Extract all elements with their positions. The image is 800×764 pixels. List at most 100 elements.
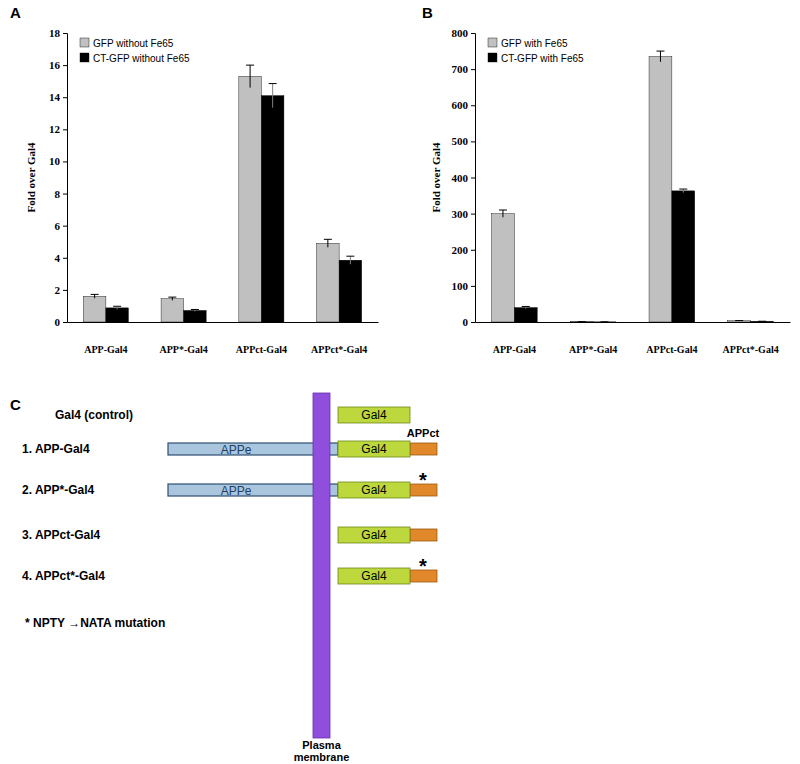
error-bar-stem <box>327 239 328 247</box>
construct-label: 3. APPct-Gal4 <box>22 528 101 542</box>
legend-item: CT-GFP with Fe65 <box>488 53 584 64</box>
tick-label: 4 <box>55 252 61 264</box>
panel-label: A <box>10 4 21 21</box>
tick-label: 300 <box>452 208 469 220</box>
tick-label: APPct-Gal4 <box>236 344 287 355</box>
error-bar <box>499 210 507 217</box>
tick-mark <box>471 322 475 323</box>
error-bar-cap <box>246 65 254 66</box>
axis-title: Fold over Gal4 <box>430 142 442 213</box>
error-bar-stem <box>250 65 251 87</box>
error-bar <box>91 294 99 298</box>
error-bar-cap <box>758 321 766 322</box>
panel-label: C <box>10 396 21 413</box>
bar <box>261 96 284 322</box>
gal4-box <box>338 568 410 584</box>
bar <box>339 260 362 322</box>
legend: GFP with Fe65 CT-GFP with Fe65 <box>488 38 584 64</box>
tick-mark <box>63 97 67 98</box>
tick: 800 <box>452 27 476 39</box>
error-bar-cap <box>91 294 99 295</box>
construct-label: 4. APPct*-Gal4 <box>22 569 105 583</box>
tick: 2 <box>55 284 68 296</box>
bar <box>239 76 262 322</box>
tick-mark <box>471 105 475 106</box>
construct-label: 1. APP-Gal4 <box>22 442 90 456</box>
tick-label: APP-Gal4 <box>84 344 127 355</box>
tick-label: 0 <box>463 316 469 328</box>
plot-area <box>83 65 361 322</box>
bar <box>514 308 537 322</box>
tick-label: 600 <box>452 99 469 111</box>
tick-mark <box>63 33 67 34</box>
x-axis: APP-Gal4 APP*-Gal4 APPct-Gal4 APPct*-Gal4 <box>476 322 791 355</box>
tick-mark <box>63 161 67 162</box>
axis-title: Fold over Gal4 <box>25 142 37 213</box>
tick-mark <box>63 194 67 195</box>
x-axis: APP-Gal4APP*-Gal4APPct-Gal4APPct*-Gal4 <box>68 322 379 355</box>
error-bar <box>246 65 254 87</box>
bar <box>593 321 616 322</box>
gal4-box <box>338 527 410 543</box>
gal4-box <box>338 482 410 498</box>
error-bar-stem <box>683 189 684 193</box>
construct-row: 2. APP*-Gal4APPeGal4* <box>22 469 437 498</box>
error-bar-cap <box>499 210 507 211</box>
bar <box>649 56 672 322</box>
legend: GFP without Fe65 CT-GFP without Fe65 <box>80 38 190 64</box>
error-bar-cap <box>656 51 664 52</box>
legend-item: GFP with Fe65 <box>488 38 568 49</box>
error-bar <box>168 297 176 300</box>
membrane-label: Plasma <box>302 739 341 751</box>
error-bar-stem <box>350 256 351 264</box>
tick: APPct*-Gal4 <box>311 322 367 355</box>
tick: 18 <box>49 27 67 39</box>
tick-label: 500 <box>452 135 469 147</box>
tick-mark <box>63 226 67 227</box>
tick-label: 700 <box>452 63 469 75</box>
tick: APP*-Gal4 <box>569 322 617 355</box>
error-bar <box>758 321 766 322</box>
error-bar-cap <box>324 239 332 240</box>
construct-label: 2. APP*-Gal4 <box>22 483 95 497</box>
axis-line <box>63 34 68 323</box>
gal4-label: Gal4 <box>361 483 387 497</box>
error-bar <box>522 306 530 308</box>
legend-swatch <box>488 38 497 47</box>
tick-label: 16 <box>49 59 61 71</box>
tick: 700 <box>452 63 476 75</box>
error-bar-cap <box>168 297 176 298</box>
tick: APP-Gal4 <box>84 322 127 355</box>
bar <box>570 321 593 322</box>
bar <box>161 299 184 322</box>
plasma-membrane <box>313 393 330 738</box>
axis-line <box>471 34 476 323</box>
tick: 200 <box>452 244 476 256</box>
error-bar <box>656 51 664 62</box>
tick: 600 <box>452 99 476 111</box>
tick: APP-Gal4 <box>493 322 536 355</box>
error-bar <box>346 256 354 264</box>
tick-mark <box>63 322 67 323</box>
bar <box>728 321 751 322</box>
plot-area <box>492 51 774 322</box>
error-bar <box>269 84 277 108</box>
gal4-box <box>338 407 410 423</box>
tick: 4 <box>55 252 68 264</box>
tick: 16 <box>49 59 67 71</box>
gal4-box <box>338 441 410 457</box>
tick: APPct*-Gal4 <box>723 322 779 355</box>
bar <box>83 296 106 322</box>
tick-label: APP-Gal4 <box>493 344 536 355</box>
bar <box>184 310 207 322</box>
tick-label: 6 <box>55 220 61 232</box>
legend-label: CT-GFP without Fe65 <box>93 53 190 64</box>
error-bar <box>735 320 743 321</box>
tick: APPct-Gal4 <box>646 322 697 355</box>
tick: 0 <box>463 316 476 328</box>
tick-mark <box>471 286 475 287</box>
tick: 0 <box>55 316 68 328</box>
tick-label: APP*-Gal4 <box>569 344 617 355</box>
legend-label: GFP without Fe65 <box>93 38 174 49</box>
error-bar-cap <box>269 83 277 84</box>
